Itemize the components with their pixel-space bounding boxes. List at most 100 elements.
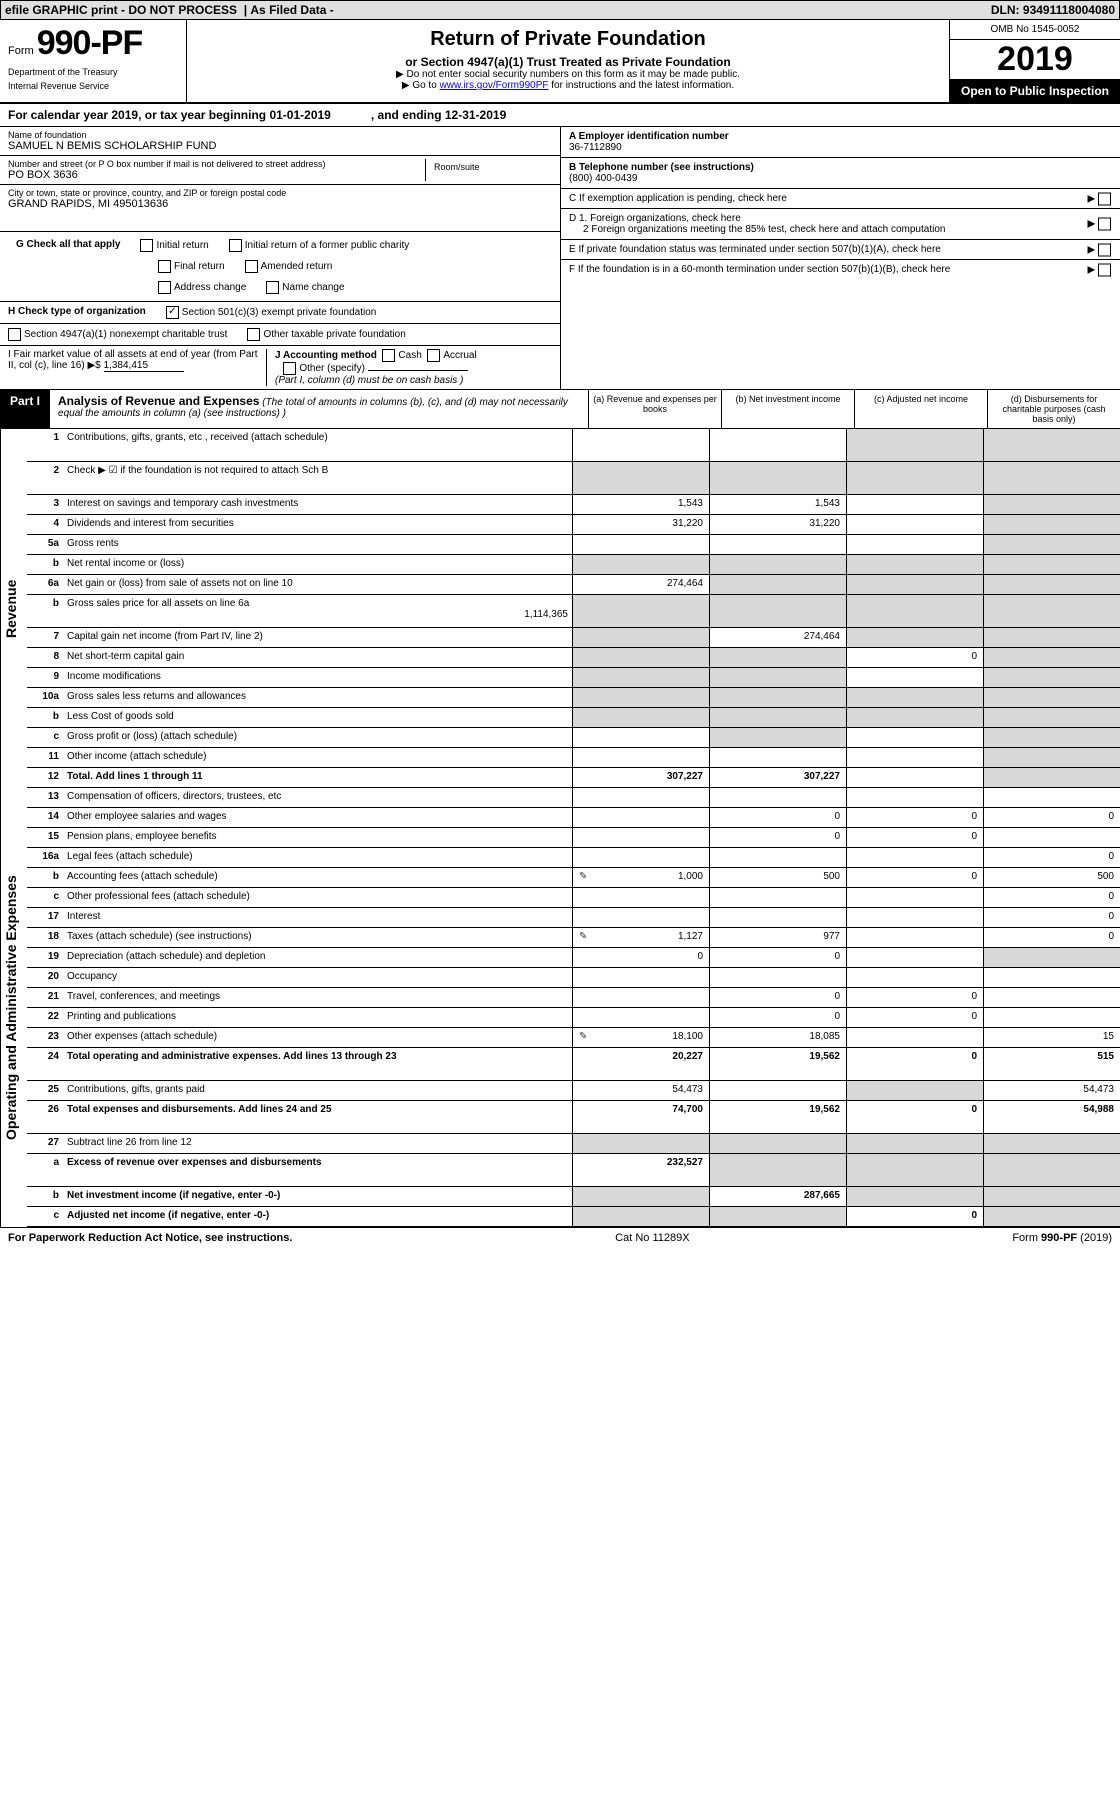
row-25-a: 54,473: [572, 1081, 709, 1100]
opt-4947: Section 4947(a)(1) nonexempt charitable …: [24, 329, 227, 340]
row-24-desc: Total operating and administrative expen…: [63, 1048, 572, 1080]
section-f: F If the foundation is in a 60-month ter…: [569, 264, 990, 275]
row-27c-desc: Adjusted net income (if negative, enter …: [63, 1207, 572, 1226]
cb-final-return[interactable]: [158, 260, 171, 273]
row-2-desc: Check ▶ ☑ if the foundation is not requi…: [63, 462, 572, 494]
cb-85pct[interactable]: [1098, 218, 1111, 231]
row-25-desc: Contributions, gifts, grants paid: [63, 1081, 572, 1100]
row-6a-desc: Net gain or (loss) from sale of assets n…: [63, 575, 572, 594]
row-27b-desc: Net investment income (if negative, ente…: [63, 1187, 572, 1206]
open-to-public: Open to Public Inspection: [950, 80, 1120, 102]
footer-left: For Paperwork Reduction Act Notice, see …: [8, 1232, 292, 1244]
cb-address-change[interactable]: [158, 281, 171, 294]
section-c: C If exemption application is pending, c…: [569, 193, 787, 204]
opt-final: Final return: [174, 261, 225, 272]
part1-label: Part I: [0, 390, 50, 428]
row-8-c: 0: [846, 648, 983, 667]
row-18-d: 0: [983, 928, 1120, 947]
cb-cash[interactable]: [382, 349, 395, 362]
opt-accrual: Accrual: [443, 350, 476, 361]
omb-number: OMB No 1545-0052: [950, 20, 1120, 40]
expenses-table: Operating and Administrative Expenses 13…: [0, 788, 1120, 1227]
row-14-c: 0: [846, 808, 983, 827]
row-27a-a: 232,527: [572, 1154, 709, 1186]
cb-501c3[interactable]: ✓: [166, 306, 179, 319]
row-23-b: 18,085: [709, 1028, 846, 1047]
street-label: Number and street (or P O box number if …: [8, 159, 425, 169]
cal-label-a: For calendar year 2019, or tax year begi…: [8, 108, 269, 122]
row-27a-desc: Excess of revenue over expenses and disb…: [63, 1154, 572, 1186]
row-17-d: 0: [983, 908, 1120, 927]
cb-initial-former[interactable]: [229, 239, 242, 252]
cb-name-change[interactable]: [266, 281, 279, 294]
ssn-note: ▶ Do not enter social security numbers o…: [191, 69, 945, 80]
row-8-desc: Net short-term capital gain: [63, 648, 572, 667]
part1-header: Part I Analysis of Revenue and Expenses …: [0, 389, 1120, 429]
row-16b-c: 0: [846, 868, 983, 887]
cal-begin: 01-01-2019: [269, 108, 330, 122]
col-b-header: (b) Net investment income: [721, 390, 854, 428]
row-10a-desc: Gross sales less returns and allowances: [63, 688, 572, 707]
expenses-side-label: Operating and Administrative Expenses: [0, 788, 27, 1227]
phone-label: B Telephone number (see instructions): [569, 162, 754, 173]
cb-amended-return[interactable]: [245, 260, 258, 273]
cb-60month[interactable]: [1098, 263, 1111, 276]
opt-initial: Initial return: [156, 240, 208, 251]
opt-other-method: Other (specify): [299, 363, 365, 374]
row-26-a: 74,700: [572, 1101, 709, 1133]
row-3-a: 1,543: [572, 495, 709, 514]
cal-label-b: , and ending: [371, 108, 445, 122]
row-16b-d: 500: [983, 868, 1120, 887]
row-16a-d: 0: [983, 848, 1120, 867]
col-c-header: (c) Adjusted net income: [854, 390, 987, 428]
row-13-desc: Compensation of officers, directors, tru…: [63, 788, 572, 807]
efile-topbar: efile GRAPHIC print - DO NOT PROCESS | A…: [0, 0, 1120, 20]
cb-accrual[interactable]: [427, 349, 440, 362]
topbar-left: efile GRAPHIC print - DO NOT PROCESS: [5, 3, 237, 17]
cb-initial-return[interactable]: [140, 239, 153, 252]
name-label: Name of foundation: [8, 130, 552, 140]
row-12-a: 307,227: [572, 768, 709, 787]
section-g-label: G Check all that apply: [16, 239, 120, 252]
row-7-b: 274,464: [709, 628, 846, 647]
revenue-side-label: Revenue: [0, 429, 27, 788]
form-header: Form 990-PF Department of the Treasury I…: [0, 20, 1120, 103]
row-4-a: 31,220: [572, 515, 709, 534]
cb-4947[interactable]: [8, 328, 21, 341]
dln-value: 93491118004080: [1023, 3, 1115, 17]
section-h-label: H Check type of organization: [8, 306, 146, 319]
j-note: (Part I, column (d) must be on cash basi…: [275, 375, 463, 386]
opt-amended: Amended return: [261, 261, 333, 272]
row-5a-desc: Gross rents: [63, 535, 572, 554]
form-word: Form: [8, 45, 34, 57]
row-1-desc: Contributions, gifts, grants, etc , rece…: [63, 429, 572, 461]
row-7-desc: Capital gain net income (from Part IV, l…: [63, 628, 572, 647]
row-21-desc: Travel, conferences, and meetings: [63, 988, 572, 1007]
cb-other-method[interactable]: [283, 362, 296, 375]
city-label: City or town, state or province, country…: [8, 188, 552, 198]
form-title: Return of Private Foundation: [191, 28, 945, 51]
row-14-desc: Other employee salaries and wages: [63, 808, 572, 827]
row-27-desc: Subtract line 26 from line 12: [63, 1134, 572, 1153]
cb-status-terminated[interactable]: [1098, 243, 1111, 256]
row-19-b: 0: [709, 948, 846, 967]
opt-name: Name change: [282, 282, 344, 293]
pencil-icon[interactable]: ✎: [579, 931, 587, 942]
row-4-b: 31,220: [709, 515, 846, 534]
cb-other-taxable[interactable]: [247, 328, 260, 341]
tax-year: 2019: [950, 40, 1120, 80]
row-11-desc: Other income (attach schedule): [63, 748, 572, 767]
pencil-icon[interactable]: ✎: [579, 1031, 587, 1042]
pencil-icon[interactable]: ✎: [579, 871, 587, 882]
irs-link[interactable]: www.irs.gov/Form990PF: [440, 80, 549, 91]
opt-other: Other taxable private foundation: [263, 329, 405, 340]
dln-label: DLN:: [991, 3, 1020, 17]
opt-initial-former: Initial return of a former public charit…: [245, 240, 410, 251]
section-e: E If private foundation status was termi…: [569, 244, 981, 255]
section-d1: D 1. Foreign organizations, check here: [569, 213, 741, 224]
cb-exemption-pending[interactable]: [1098, 192, 1111, 205]
form-number: 990-PF: [37, 24, 143, 62]
row-24-b: 19,562: [709, 1048, 846, 1080]
part1-title: Analysis of Revenue and Expenses: [58, 394, 259, 408]
row-6b-right: 1,114,365: [67, 609, 568, 620]
